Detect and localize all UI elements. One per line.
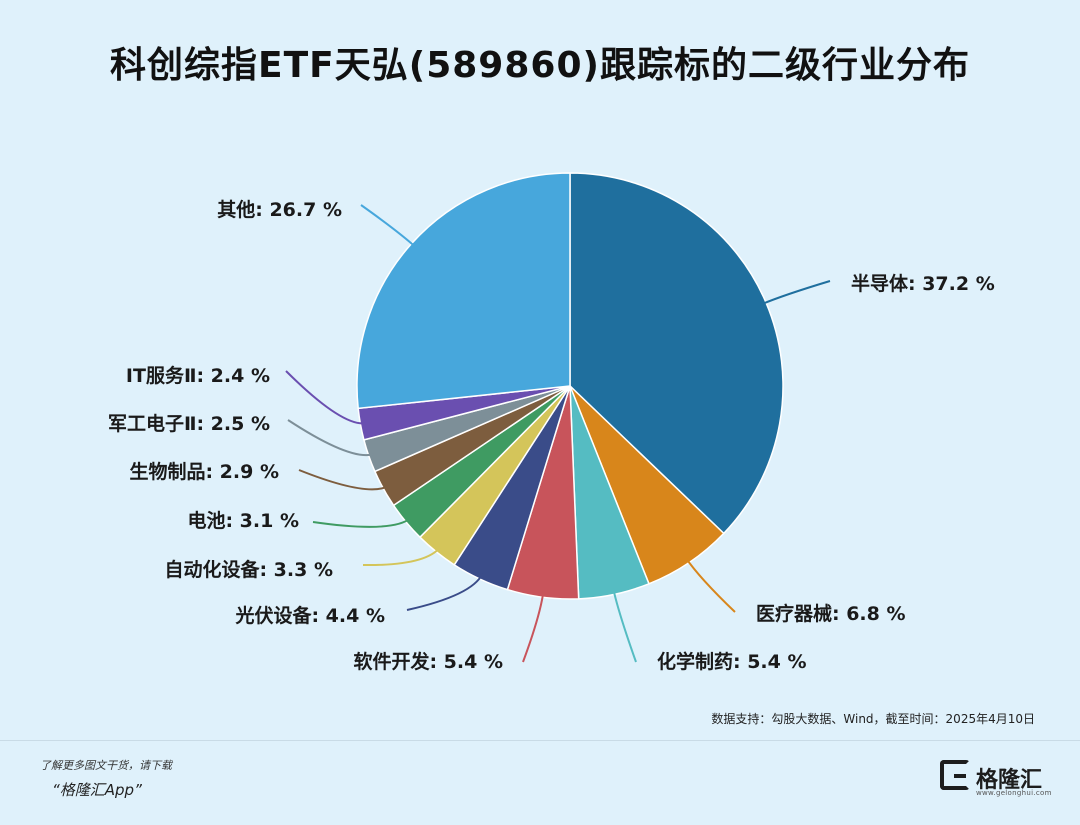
slice-label-0: 半导体: 37.2 % [851,272,995,295]
leader-line-10 [360,204,417,249]
slice-label-10: 其他: 26.7 % [217,198,342,221]
slice-label-5: 自动化设备: 3.3 % [164,558,333,581]
brand-logo: 格隆汇 www.gelonghui.com [940,760,1052,800]
slice-label-7: 生物制品: 2.9 % [129,460,279,483]
slice-label-8: 军工电子Ⅱ: 2.5 % [108,412,270,435]
slice-label-1: 医疗器械: 6.8 % [756,602,906,625]
leader-line-7 [298,469,390,491]
leader-line-6 [312,517,412,528]
footer-divider [0,740,1080,741]
leader-line-5 [362,546,441,567]
leader-line-9 [285,370,367,425]
slice-label-2: 化学制药: 5.4 % [657,650,807,673]
slice-label-4: 光伏设备: 4.4 % [234,604,385,627]
pie-chart: 半导体: 37.2 % 医疗器械: 6.8 % 化学制药: 5.4 % 软件开发: 5… [108,172,995,673]
data-source-note: 数据支持：勾股大数据、Wind，截至时间：2025年4月10日 [711,712,1035,726]
leader-line-1 [684,557,736,613]
promo-app-name: “格隆汇App” [52,781,142,799]
leader-line-3 [522,591,545,663]
slice-label-3: 软件开发: 5.4 % [353,650,503,673]
leader-line-2 [612,588,637,663]
brand-name: 格隆汇 [976,768,1043,793]
promo-text: 了解更多图文干货，请下载 [40,759,172,772]
gelonghui-logo-icon [940,760,970,790]
leader-line-0 [760,280,831,306]
leader-line-8 [287,419,375,457]
leader-line-4 [406,573,484,611]
slice-label-6: 电池: 3.1 % [187,509,299,532]
slice-label-9: IT服务Ⅱ: 2.4 % [126,364,270,387]
pie-slice-10 [356,172,571,410]
brand-url: www.gelonghui.com [976,789,1052,797]
chart-title: 科创综指ETF天弘(589860)跟踪标的二级行业分布 [110,45,970,86]
